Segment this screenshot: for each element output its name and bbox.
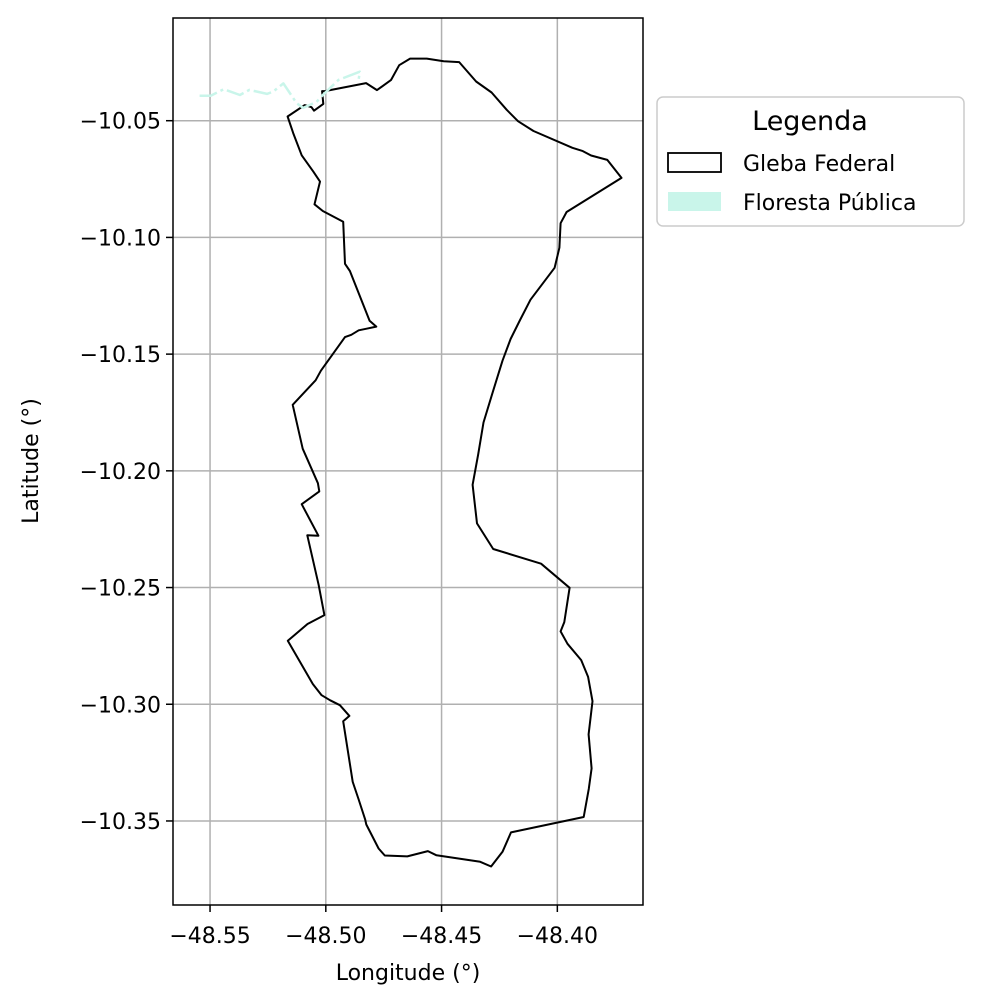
legend-label-gleba-federal: Gleba Federal (743, 152, 895, 177)
plot-data (199, 57, 623, 868)
legend-frame (656, 96, 965, 227)
legend-swatch-floresta-publica (668, 192, 721, 211)
y-axis-title: Latitude (°) (19, 398, 44, 524)
gleba-federal-boundary (286, 57, 623, 868)
legend-label-floresta-publica: Floresta Pública (743, 191, 916, 216)
gridlines (173, 18, 643, 905)
y-tick-label: −10.30 (80, 693, 161, 718)
floresta-publica-fragment (199, 70, 362, 110)
y-tick-label: −10.10 (80, 226, 161, 251)
x-axis-ticks: −48.55 −48.50 −48.45 −48.40 (169, 905, 598, 949)
x-tick-label: −48.40 (517, 924, 598, 949)
y-axis-ticks: −10.05 −10.10 −10.15 −10.20 −10.25 −10.30 −10.… (80, 110, 173, 835)
y-tick-label: −10.25 (80, 577, 161, 602)
legend-swatch-gleba-federal (667, 152, 722, 173)
legend: Legenda Gleba Federal Floresta Pública (656, 96, 965, 227)
y-tick-label: −10.20 (80, 460, 161, 485)
x-tick-label: −48.50 (285, 924, 366, 949)
x-tick-label: −48.55 (169, 924, 250, 949)
y-tick-label: −10.35 (80, 810, 161, 835)
y-tick-label: −10.05 (80, 110, 161, 135)
y-tick-label: −10.15 (80, 343, 161, 368)
x-axis-title: Longitude (°) (336, 961, 481, 986)
x-tick-label: −48.45 (401, 924, 482, 949)
legend-title: Legenda (752, 106, 868, 137)
axes-frame (172, 17, 644, 906)
